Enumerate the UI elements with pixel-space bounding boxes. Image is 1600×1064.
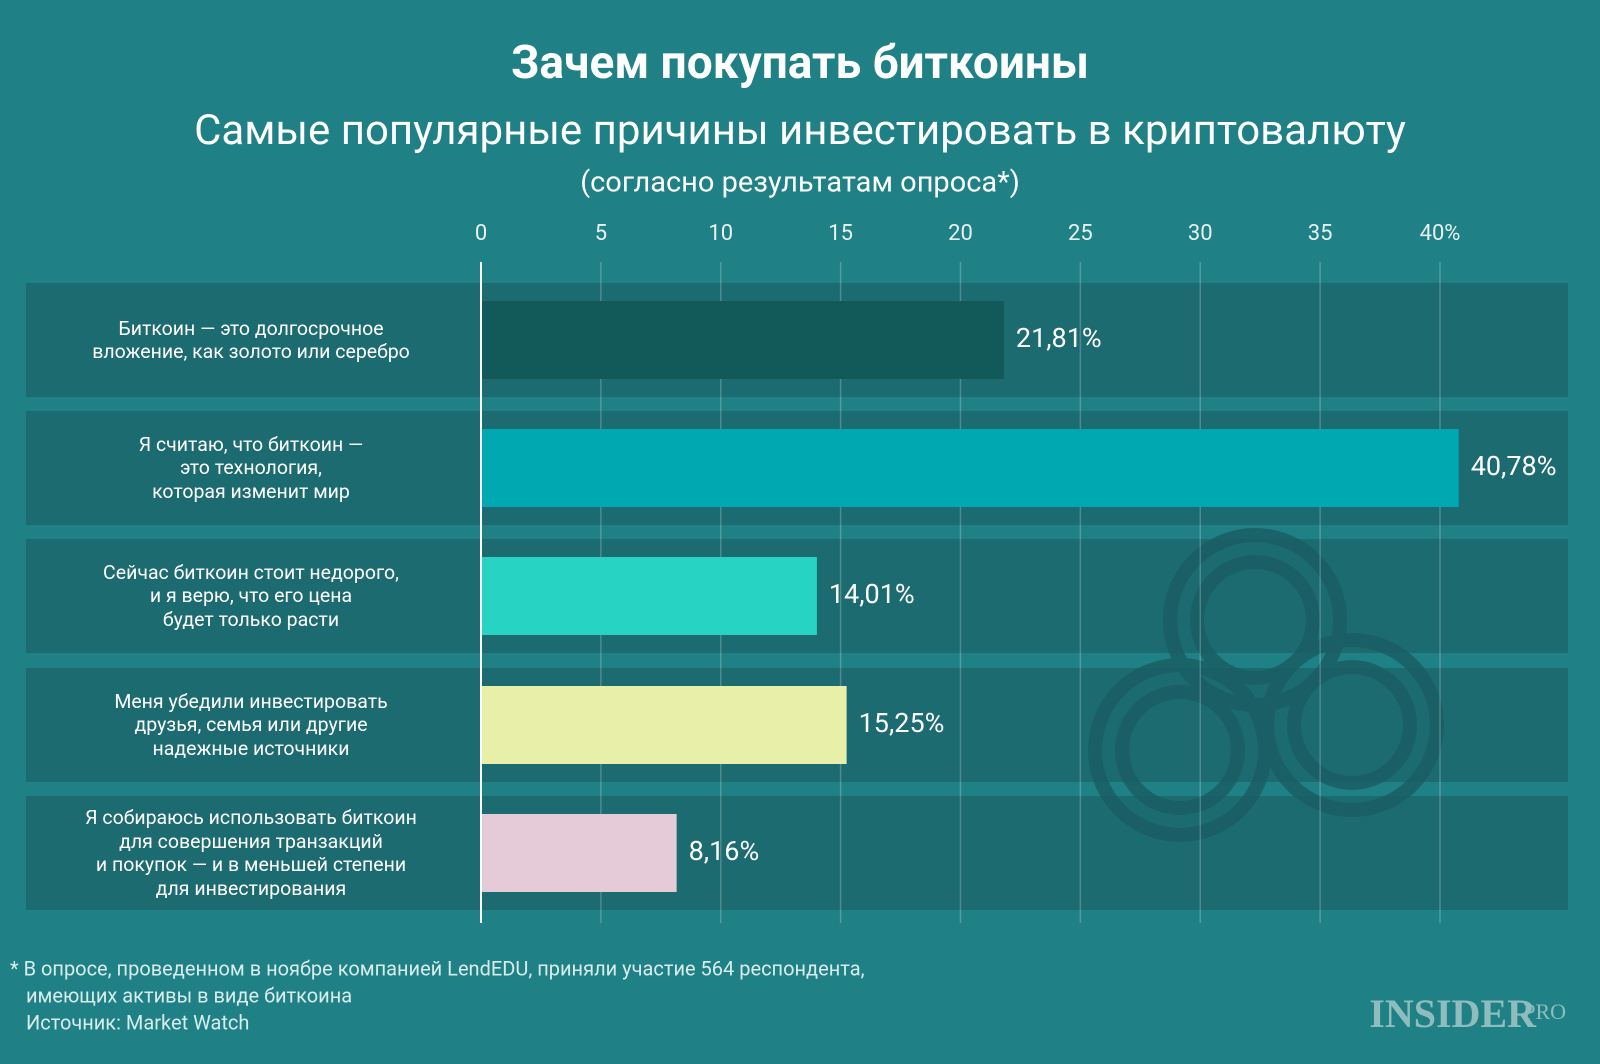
category-label: Меня убедили инвестировать друзья, семья… (114, 689, 388, 760)
chart-note: (согласно результатам опроса*) (580, 166, 1020, 200)
category-label: Я собираюсь использовать биткоин для сов… (85, 806, 417, 900)
bar (481, 686, 847, 764)
category-label: Я считаю, что биткоин — это технология, … (138, 432, 364, 503)
category-label: Биткоин — это долгосрочное вложение, как… (92, 316, 410, 364)
category-label: Сейчас биткоин стоит недорого, и я верю,… (103, 560, 399, 631)
footnote: имеющих активы в виде биткоина (26, 983, 352, 1007)
x-tick-label: 10 (708, 221, 733, 246)
x-tick-label: 40% (1420, 221, 1461, 246)
chart-subtitle: Самые популярные причины инвестировать в… (194, 106, 1406, 155)
footnote: * В опросе, проведенном в ноябре компани… (10, 956, 865, 980)
value-label: 40,78% (1471, 450, 1557, 482)
x-tick-label: 5 (595, 221, 607, 246)
bar (481, 429, 1459, 507)
value-label: 21,81% (1016, 322, 1102, 354)
value-label: 8,16% (689, 835, 760, 867)
chart-title: Зачем покупать биткоины (511, 36, 1089, 90)
x-tick-label: 20 (948, 221, 973, 246)
bar (481, 301, 1004, 379)
x-tick-label: 35 (1308, 221, 1333, 246)
row-band (26, 796, 1568, 910)
bar (481, 814, 677, 892)
x-tick-label: 30 (1188, 221, 1213, 246)
value-label: 14,01% (829, 578, 915, 610)
bar (481, 557, 817, 635)
value-label: 15,25% (859, 707, 945, 739)
source: Источник: Market Watch (26, 1010, 249, 1034)
x-tick-label: 15 (828, 221, 853, 246)
logo: INSIDER (1369, 991, 1537, 1036)
bitcoin-decoration (1088, 528, 1444, 842)
x-tick-label: 25 (1068, 221, 1093, 246)
logo-suffix: PRO (1523, 999, 1566, 1024)
x-tick-label: 0 (475, 221, 487, 246)
